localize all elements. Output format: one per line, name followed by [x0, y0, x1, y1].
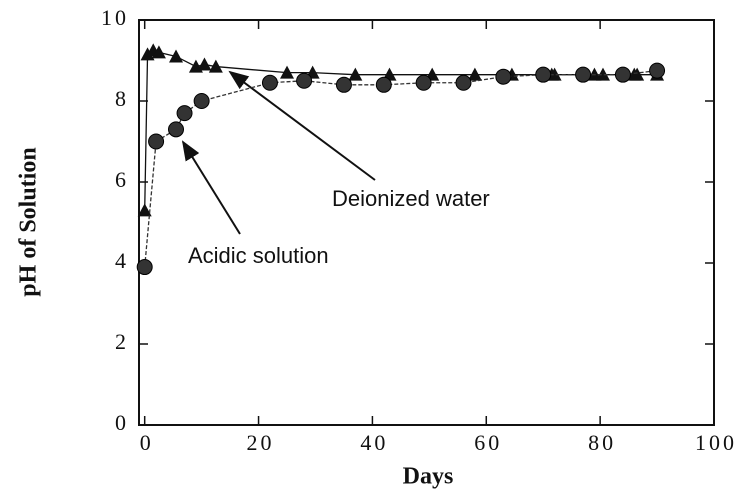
series-line: [144, 69, 658, 268]
data-point: [136, 259, 153, 276]
data-point: [614, 66, 631, 83]
plot-frame: [138, 19, 715, 426]
data-point: [335, 76, 352, 93]
data-point: [148, 133, 165, 150]
data-point: [467, 67, 482, 81]
x-tick-label: 40: [360, 430, 388, 455]
x-tick-label: 60: [474, 430, 502, 455]
data-point: [595, 67, 610, 81]
x-axis-title: Days: [403, 464, 454, 490]
y-tick-label: 8: [115, 86, 129, 111]
data-point: [168, 121, 185, 138]
annotation: Deionized water: [332, 186, 490, 211]
x-tick-label: 80: [588, 430, 616, 455]
data-point: [630, 67, 645, 81]
data-point: [197, 57, 212, 71]
data-point: [649, 62, 666, 79]
data-point: [535, 66, 552, 83]
data-point: [455, 74, 472, 91]
data-point: [208, 59, 223, 73]
data-point: [169, 49, 184, 63]
data-point: [547, 67, 562, 81]
y-tick-label: 2: [115, 329, 129, 354]
annotation-arrow: [181, 140, 241, 235]
annotation: Acidic solution: [188, 243, 329, 268]
y-tick-label: 6: [115, 167, 129, 192]
y-tick-label: 4: [115, 248, 129, 273]
data-point: [348, 67, 363, 81]
annotation-arrow: [228, 70, 376, 181]
data-point: [137, 203, 152, 217]
data-point: [575, 66, 592, 83]
data-point: [261, 74, 278, 91]
y-tick-label: 0: [115, 410, 129, 435]
data-point: [151, 45, 166, 59]
y-tick-label: 10: [101, 5, 129, 30]
data-point: [495, 68, 512, 85]
data-point: [296, 72, 313, 89]
x-tick-label: 0: [140, 430, 154, 455]
data-point: [375, 76, 392, 93]
x-tick-label: 100: [695, 430, 737, 455]
y-axis-title: pH of Solution: [16, 147, 42, 296]
data-point: [193, 93, 210, 109]
data-point: [176, 105, 193, 122]
x-tick-label: 20: [247, 430, 275, 455]
data-point: [415, 74, 432, 91]
data-point: [140, 47, 155, 61]
data-point: [280, 65, 295, 79]
